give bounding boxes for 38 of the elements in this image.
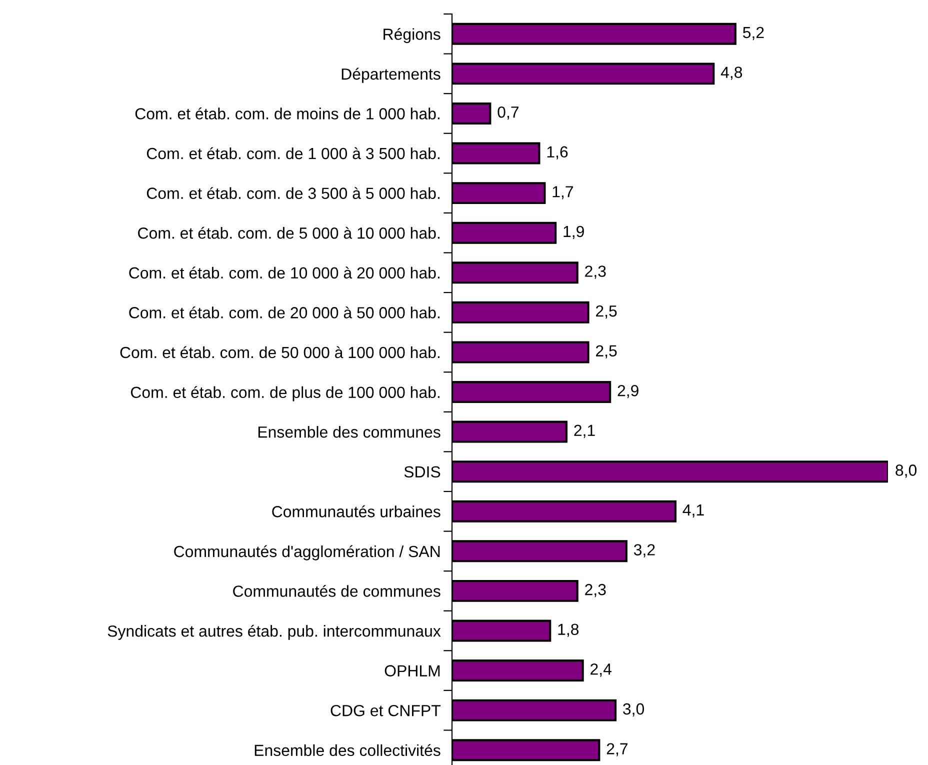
y-tick-label: Com. et étab. com. de 20 000 à 50 000 hab. — [129, 306, 440, 318]
data-label: 2,9 — [618, 384, 638, 398]
y-tick-label: Com. et étab. com. de 10 000 à 20 000 hab. — [129, 266, 440, 279]
data-label: 1,6 — [547, 146, 568, 160]
y-tick-label: Communautés d'agglomération / SAN — [174, 545, 440, 560]
data-label: 2,5 — [596, 305, 617, 319]
y-tick-label: Com. et étab. com. de 50 000 à 100 000 hab. — [120, 346, 440, 358]
y-tick-label: Com. et étab. com. de 5 000 à 10 000 hab. — [138, 226, 440, 239]
y-tick-label: Com. et étab. com. de 1 000 à 3 500 hab. — [146, 147, 440, 160]
data-label: 4,8 — [720, 66, 742, 80]
data-label: 1,8 — [558, 624, 579, 637]
y-tick-label: Com. et étab. com. de 3 500 à 5 000 hab. — [146, 187, 440, 199]
data-label: 5,2 — [742, 26, 764, 40]
data-label: 8,0 — [896, 464, 917, 478]
y-tick-label: Ensemble des communes — [258, 426, 440, 438]
data-label: 2,3 — [585, 584, 606, 598]
y-tick-label: Régions — [384, 28, 440, 44]
y-tick-label: Communautés urbaines — [272, 505, 440, 518]
y-tick-label: Com. et étab. com. de moins de 1 000 hab. — [135, 108, 440, 120]
y-tick-label: Com. et étab. com. de plus de 100 000 hab. — [130, 386, 440, 402]
data-label: 3,2 — [634, 544, 655, 558]
y-tick-label: SDIS — [404, 466, 440, 478]
y-tick-label: Communautés de communes — [233, 584, 440, 597]
data-label: 2,4 — [590, 664, 612, 677]
data-label: 3,0 — [623, 703, 644, 716]
data-label: 0,7 — [498, 106, 518, 120]
data-label: 2,1 — [574, 424, 595, 438]
data-label: 2,3 — [585, 266, 606, 279]
y-tick-label: Syndicats et autres étab. pub. intercommunaux — [108, 624, 441, 640]
data-label: 2,5 — [596, 345, 617, 358]
data-label: 4,1 — [682, 504, 704, 518]
y-tick-label: Ensemble des collectivités — [254, 744, 440, 756]
data-label: 1,7 — [552, 186, 573, 200]
data-label: 2,7 — [606, 743, 628, 756]
y-tick-label: OPHLM — [384, 665, 440, 676]
y-tick-label: CDG et CNFPT — [330, 704, 441, 716]
data-label: 1,9 — [564, 226, 584, 240]
y-tick-label: Départements — [342, 68, 440, 83]
